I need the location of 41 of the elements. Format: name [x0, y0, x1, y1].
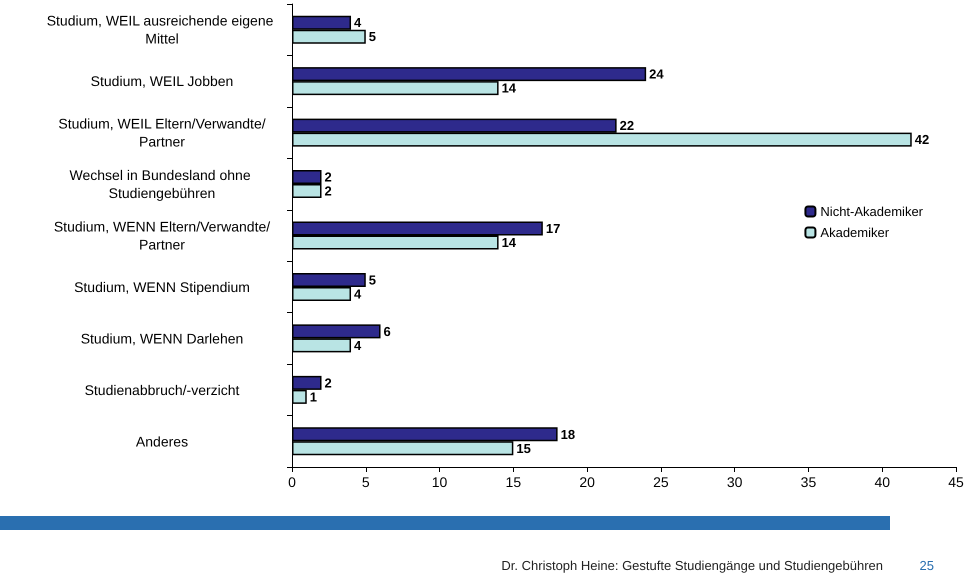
- data-label: 17: [546, 221, 560, 236]
- x-tick-label: 10: [432, 474, 448, 490]
- data-label: 14: [502, 80, 517, 96]
- data-label: 42: [914, 132, 930, 148]
- data-label: 22: [620, 118, 634, 134]
- data-label: 2: [324, 170, 332, 185]
- x-tick-label: 35: [800, 474, 816, 490]
- data-label: 4: [354, 286, 362, 302]
- y-tick-label: Wechsel in Bundesland ohne Studiengebühren: [70, 167, 254, 202]
- text: 25: [920, 558, 934, 573]
- data-label: 2: [324, 184, 332, 199]
- data-label: 24: [649, 66, 664, 82]
- data-label: 14: [502, 235, 517, 250]
- y-tick-label: Studium, WENN Eltern/Verwandte/Partner: [54, 218, 270, 252]
- y-tick-label: Studium, WENN Stipendium: [74, 278, 250, 295]
- legend-label: Akademiker: [820, 225, 890, 240]
- x-tick-label: 40: [874, 474, 890, 490]
- x-tick-label: 30: [726, 474, 743, 490]
- x-tick-label: 0: [288, 474, 296, 490]
- text: Dr. Christoph Heine: Gestufte Studiengänge und Studiengebühren: [501, 558, 884, 573]
- data-label: 4: [354, 338, 362, 353]
- data-label: 6: [384, 324, 391, 339]
- data-label: 5: [368, 272, 376, 288]
- x-tick-label: 20: [579, 474, 596, 490]
- x-tick-label: 25: [653, 474, 669, 490]
- y-tick-label: Studium, WEIL Eltern/Verwandte/Partner: [58, 116, 266, 150]
- y-tick-label: Studium, WENN Darlehen: [80, 330, 244, 346]
- data-label: 18: [560, 426, 576, 442]
- legend-label: Nicht-Akademiker: [820, 204, 924, 219]
- y-tick-label: Anderes: [136, 433, 188, 450]
- x-tick-label: 45: [948, 474, 964, 490]
- data-label: 4: [354, 15, 362, 30]
- y-tick-label: Studium, WEIL ausreichende eigene Mittel: [46, 12, 278, 47]
- data-label: 2: [324, 375, 332, 390]
- data-label: 1: [310, 389, 317, 404]
- y-tick-label: Studium, WEIL Jobben: [90, 73, 234, 90]
- x-tick-label: 5: [362, 474, 370, 490]
- data-label: 15: [516, 440, 531, 456]
- data-label: 5: [368, 29, 376, 44]
- x-tick-label: 15: [506, 474, 522, 490]
- y-tick-label: Studienabbruch/-verzicht: [84, 382, 240, 398]
